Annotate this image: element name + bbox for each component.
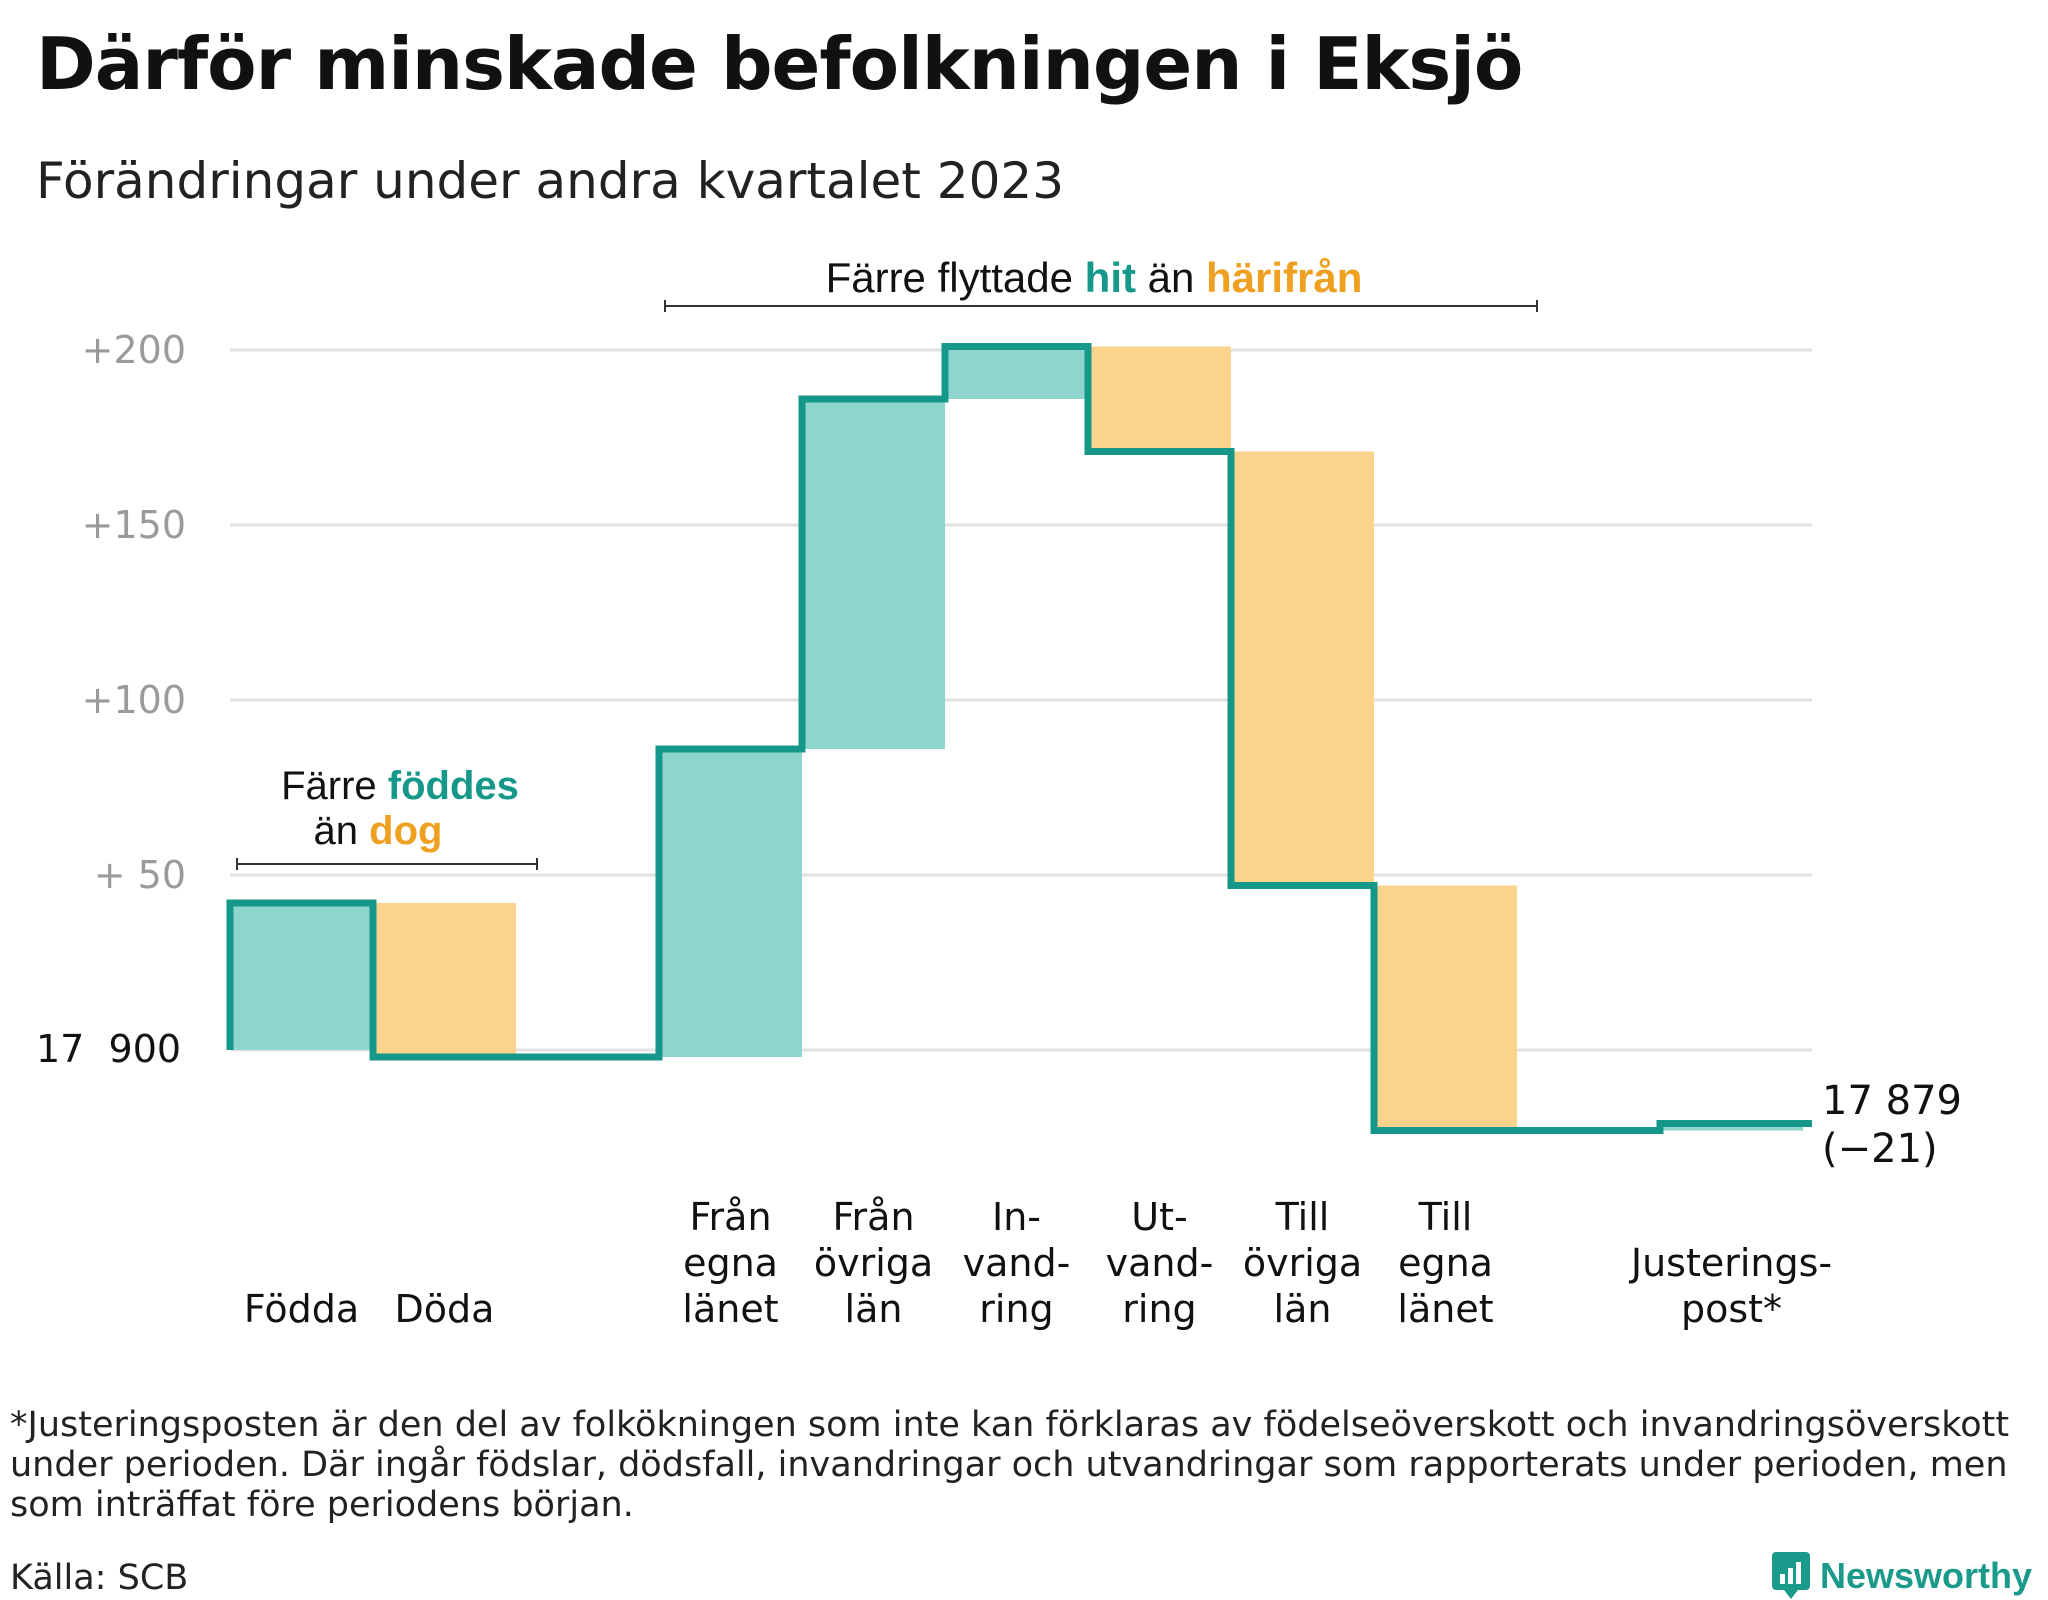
bar-step [230,903,373,1050]
x-category-label: egna [1398,1241,1493,1285]
migration-text: Färre flyttade [826,254,1085,301]
x-category-label: Födda [244,1287,359,1331]
x-category-label: Till [1275,1195,1330,1239]
footnote: *Justeringsposten är den del av folkökni… [10,1405,2010,1525]
svg-text:än dog: än dog [314,809,443,853]
x-category-label: län [845,1287,903,1331]
births-deaths-bracket [236,858,538,870]
end-value-label: 17 879 [1822,1078,1962,1124]
x-category-label: Justerings- [1629,1241,1832,1285]
svg-text:Färre flyttade hit än härifrån: Färre flyttade hit än härifrån [826,254,1363,301]
bars [230,346,1803,1131]
source-label: Källa: SCB [10,1558,189,1598]
y-tick-label: + 50 [94,853,186,897]
brand: Newsworthy [1772,1552,2032,1600]
births-highlight: föddes [388,764,519,808]
newsworthy-logo-icon [1772,1552,1810,1599]
x-category-label: Ut- [1131,1195,1187,1239]
x-category-label: länet [1397,1287,1493,1331]
migration-mid-text: än [1136,254,1206,301]
bar-step [1374,885,1517,1131]
deaths-highlight: dog [369,809,442,853]
y-tick-label: +150 [82,503,186,547]
y-tick-label: +200 [82,328,186,372]
migration-bracket [664,300,1538,312]
births-deaths-line2-text: än [314,809,370,853]
y-axis-ticks: +200 +150 +100 + 50 [82,328,186,897]
bar-step [802,399,945,749]
bar-step [945,346,1088,399]
end-change-label: (−21) [1822,1126,1938,1172]
bar-step [373,903,516,1057]
x-category-label: Från [832,1195,914,1239]
chart-subtitle: Förändringar under andra kvartalet 2023 [36,152,1065,210]
x-category-label: Till [1418,1195,1473,1239]
x-category-label: post* [1681,1287,1782,1331]
x-category-label: länet [682,1287,778,1331]
migration-annotation: Färre flyttade hit än härifrån [664,254,1538,312]
x-category-label: vand- [1106,1241,1214,1285]
x-category-label: vand- [963,1241,1071,1285]
x-category-label: Från [689,1195,771,1239]
chart-title: Därför minskade befolkningen i Eksjö [36,22,1523,106]
x-category-label: län [1274,1287,1332,1331]
x-category-label: egna [683,1241,778,1285]
births-deaths-annotation: Färre föddes än dog [236,764,538,870]
x-category-label: ring [1122,1287,1196,1331]
x-category-label: övriga [814,1241,933,1285]
migration-harifran-highlight: härifrån [1206,254,1362,301]
births-deaths-line1-text: Färre [281,764,388,808]
x-category-label: ring [979,1287,1053,1331]
migration-hit-highlight: hit [1085,254,1136,301]
bar-step [659,749,802,1057]
x-category-label: övriga [1243,1241,1362,1285]
bar-step [1088,346,1231,452]
x-category-label: In- [992,1195,1041,1239]
start-value-label: 17 900 [36,1027,181,1071]
brand-name: Newsworthy [1820,1555,2033,1596]
x-axis-labels: Födda DödaFrånegnalänetFrånövrigalänIn-va… [244,1195,1832,1331]
cumulative-step-line [226,343,1812,1134]
svg-text:Färre föddes: Färre föddes [281,764,519,808]
bar-step [1231,451,1374,886]
x-category-label: Döda [395,1287,495,1331]
y-tick-label: +100 [82,678,186,722]
